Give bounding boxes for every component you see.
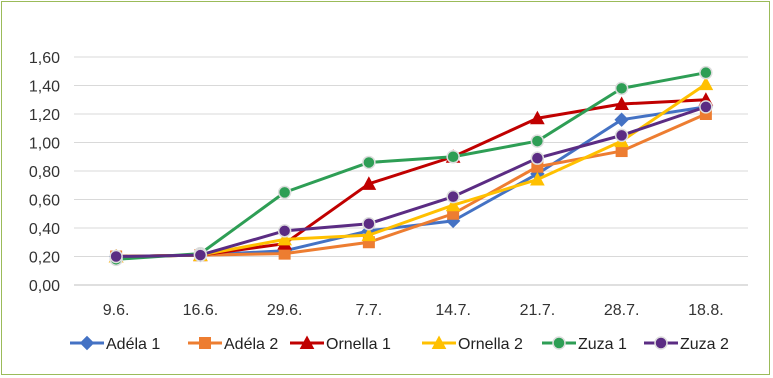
legend-marker bbox=[199, 337, 211, 349]
legend: Adéla 1 Adéla 2 Ornella 1 Ornella 2 Zuza 1 Zu… bbox=[70, 335, 729, 353]
data-point bbox=[361, 176, 377, 190]
legend-item-4: Ornella 2 bbox=[422, 335, 523, 353]
data-point bbox=[615, 145, 628, 158]
y-tick-label: 0,20 bbox=[29, 250, 60, 267]
x-tick-label: 21.7. bbox=[520, 302, 556, 319]
legend-item-3: Ornella 1 bbox=[290, 335, 391, 353]
legend-label: Zuza 2 bbox=[680, 336, 729, 353]
data-point bbox=[530, 134, 545, 148]
series-6 bbox=[109, 100, 713, 264]
data-point bbox=[614, 96, 629, 111]
x-tick-label: 29.6. bbox=[267, 302, 303, 319]
legend-marker bbox=[79, 335, 95, 351]
legend-item-2: Adéla 2 bbox=[188, 336, 278, 353]
x-tick-label: 14.7. bbox=[435, 302, 471, 319]
x-tick-label: 18.8. bbox=[688, 302, 724, 319]
series-line bbox=[116, 105, 707, 258]
data-point bbox=[361, 227, 377, 242]
legend-marker bbox=[654, 336, 668, 350]
data-point bbox=[193, 248, 208, 262]
legend-label: Adéla 1 bbox=[106, 336, 160, 353]
data-point bbox=[277, 231, 292, 246]
series-line bbox=[116, 71, 707, 261]
data-point bbox=[530, 172, 545, 186]
data-point bbox=[278, 247, 291, 260]
data-point bbox=[277, 224, 292, 238]
legend-label: Ornella 1 bbox=[326, 336, 391, 353]
series-5 bbox=[109, 65, 713, 267]
y-tick-label: 1,40 bbox=[29, 79, 60, 96]
data-point bbox=[530, 151, 545, 165]
y-tick-label: 1,00 bbox=[29, 136, 60, 153]
legend-marker bbox=[552, 336, 566, 350]
y-tick-label: 1,60 bbox=[29, 50, 60, 67]
legend-item-5: Zuza 1 bbox=[542, 336, 627, 353]
legend-item-6: Zuza 2 bbox=[644, 336, 729, 353]
y-tick-label: 0,40 bbox=[29, 221, 60, 238]
legend-marker bbox=[431, 335, 447, 349]
y-tick-labels: 0,00 0,20 0,40 0,60 0,80 1,00 1,20 1,40 1,60 bbox=[29, 50, 60, 295]
series-1 bbox=[108, 99, 714, 264]
data-point bbox=[277, 185, 292, 200]
data-point bbox=[446, 150, 460, 164]
x-tick-label: 7.7. bbox=[356, 302, 383, 319]
legend-label: Zuza 1 bbox=[578, 336, 627, 353]
data-point bbox=[614, 112, 629, 127]
data-point bbox=[699, 65, 713, 80]
data-point bbox=[698, 76, 714, 91]
series-line bbox=[116, 112, 707, 258]
x-tick-label: 9.6. bbox=[103, 302, 130, 319]
x-tick-label: 28.7. bbox=[604, 302, 640, 319]
y-tick-label: 1,20 bbox=[29, 107, 60, 124]
legend-label: Adéla 2 bbox=[224, 336, 278, 353]
y-tick-label: 0,80 bbox=[29, 164, 60, 181]
data-point bbox=[614, 81, 629, 96]
legend-label: Ornella 2 bbox=[458, 336, 523, 353]
data-point bbox=[445, 197, 461, 212]
y-tick-label: 0,00 bbox=[29, 278, 60, 295]
data-point bbox=[614, 128, 629, 143]
x-tick-labels: 9.6. 16.6. 29.6. 7.7. 14.7. 21.7. 28.7. 18.8. bbox=[103, 302, 724, 319]
legend-item-1: Adéla 1 bbox=[70, 335, 160, 353]
x-tick-label: 16.6. bbox=[183, 302, 219, 319]
data-point bbox=[446, 189, 460, 204]
data-point bbox=[362, 155, 376, 170]
data-point bbox=[362, 216, 376, 231]
legend-marker bbox=[299, 335, 315, 349]
data-point bbox=[530, 110, 545, 125]
series-line bbox=[116, 105, 707, 258]
data-point bbox=[109, 249, 123, 264]
data-point bbox=[699, 100, 713, 114]
series-lines bbox=[108, 65, 714, 267]
y-tick-label: 0,60 bbox=[29, 193, 60, 210]
